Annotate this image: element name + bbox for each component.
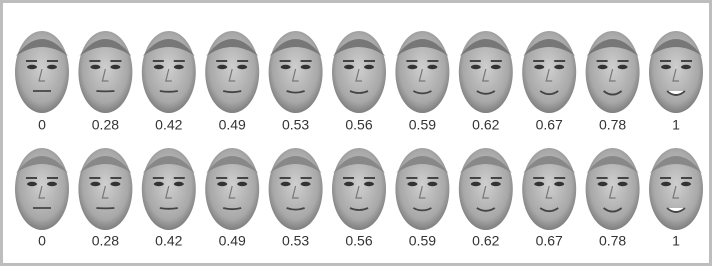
face-image — [142, 31, 196, 113]
mouth — [160, 91, 178, 92]
eye — [364, 182, 374, 186]
eye — [407, 182, 417, 186]
face-image — [332, 31, 386, 113]
face-image — [586, 148, 640, 230]
eye — [471, 65, 481, 69]
face-image — [395, 31, 449, 113]
value-label: 0.62 — [472, 233, 499, 249]
eye — [618, 65, 628, 69]
value-label: 0.53 — [282, 117, 309, 133]
eye — [47, 182, 57, 186]
face-image — [459, 31, 513, 113]
value-label: 0.53 — [282, 233, 309, 249]
face-image — [205, 31, 259, 113]
eye — [154, 65, 164, 69]
eye — [491, 65, 501, 69]
eye — [301, 65, 311, 69]
face-image — [522, 31, 576, 113]
value-label: 0.78 — [599, 117, 626, 133]
value-label: 1 — [672, 233, 680, 249]
eye — [554, 65, 564, 69]
face-image — [15, 31, 69, 113]
value-label: 0.78 — [599, 233, 626, 249]
eye — [471, 182, 481, 186]
value-label: 0 — [38, 233, 46, 249]
eye — [237, 182, 247, 186]
face-image — [649, 148, 703, 230]
value-label: 1 — [672, 117, 680, 133]
eye — [237, 65, 247, 69]
face-image — [78, 148, 132, 230]
eye — [407, 65, 417, 69]
mouth — [160, 208, 178, 209]
eye — [344, 182, 354, 186]
value-label: 0 — [38, 117, 46, 133]
eye — [27, 182, 37, 186]
eye — [427, 182, 437, 186]
face-image — [269, 31, 323, 113]
eye — [598, 65, 608, 69]
face-image — [522, 148, 576, 230]
face-image — [332, 148, 386, 230]
eye — [110, 182, 120, 186]
eye — [174, 65, 184, 69]
eye — [154, 182, 164, 186]
face-image — [269, 148, 323, 230]
eye — [217, 182, 227, 186]
value-label: 0.42 — [155, 233, 182, 249]
value-label: 0.28 — [92, 117, 119, 133]
value-label: 0.28 — [92, 233, 119, 249]
eye — [90, 65, 100, 69]
face-image — [78, 31, 132, 113]
eye — [364, 65, 374, 69]
value-label: 0.62 — [472, 117, 499, 133]
eye — [174, 182, 184, 186]
eye — [534, 182, 544, 186]
eye — [281, 182, 291, 186]
eye — [47, 65, 57, 69]
eye — [110, 65, 120, 69]
face-image — [15, 148, 69, 230]
eye — [90, 182, 100, 186]
value-label: 0.67 — [536, 117, 563, 133]
eye — [491, 182, 501, 186]
value-label: 0.49 — [219, 233, 246, 249]
eye — [618, 182, 628, 186]
value-label: 0.67 — [536, 233, 563, 249]
face-image — [205, 148, 259, 230]
eye — [217, 65, 227, 69]
eye — [344, 65, 354, 69]
eye — [681, 65, 691, 69]
eye — [661, 65, 671, 69]
value-label: 0.49 — [219, 117, 246, 133]
eye — [534, 65, 544, 69]
eye — [598, 182, 608, 186]
value-label: 0.59 — [409, 117, 436, 133]
figure: 0 0.28 0.42 0.49 0.53 0.56 0.59 0.62 0.67 0.78 1 0 0… — [0, 0, 714, 268]
face-image — [395, 148, 449, 230]
value-label: 0.59 — [409, 233, 436, 249]
eye — [427, 65, 437, 69]
face-image — [649, 31, 703, 113]
eye — [301, 182, 311, 186]
value-label: 0.42 — [155, 117, 182, 133]
face-image — [142, 148, 196, 230]
eye — [281, 65, 291, 69]
eye — [554, 182, 564, 186]
value-label: 0.56 — [345, 233, 372, 249]
eye — [661, 182, 671, 186]
face-image — [586, 31, 640, 113]
value-label: 0.56 — [345, 117, 372, 133]
face-image — [459, 148, 513, 230]
eye — [27, 65, 37, 69]
eye — [681, 182, 691, 186]
